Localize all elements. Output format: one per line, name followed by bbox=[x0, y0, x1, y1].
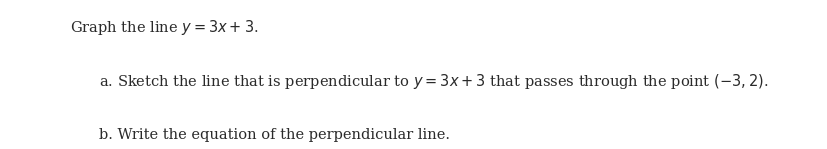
Text: Graph the line $y = 3x + 3$.: Graph the line $y = 3x + 3$. bbox=[70, 18, 259, 37]
Text: a. Sketch the line that is perpendicular to $y = 3x + 3$ that passes through the: a. Sketch the line that is perpendicular… bbox=[99, 72, 768, 91]
Text: b. Write the equation of the perpendicular line.: b. Write the equation of the perpendicul… bbox=[99, 128, 450, 142]
